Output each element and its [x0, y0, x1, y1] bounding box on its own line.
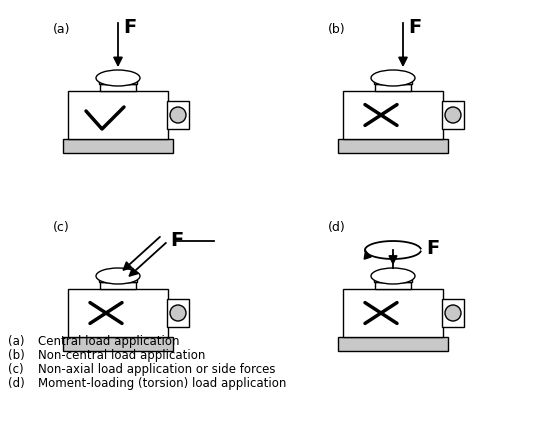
Text: (a): (a) [53, 23, 71, 36]
Bar [442, 299, 464, 327]
Text: (b): (b) [8, 349, 25, 362]
Text: Non-axial load application or side forces: Non-axial load application or side force… [38, 363, 276, 376]
Bar [338, 139, 448, 153]
Bar [100, 84, 136, 91]
Bar [63, 139, 173, 153]
Text: (b): (b) [328, 23, 345, 36]
Bar [442, 101, 464, 129]
Bar [63, 337, 173, 351]
Bar [343, 289, 443, 337]
Circle shape [170, 305, 186, 321]
Bar [343, 91, 443, 139]
Bar [68, 289, 168, 337]
Text: Moment-loading (torsion) load application: Moment-loading (torsion) load applicatio… [38, 377, 287, 390]
Bar [167, 101, 189, 129]
Circle shape [445, 305, 461, 321]
Text: Central load application: Central load application [38, 335, 180, 348]
Text: (d): (d) [328, 221, 345, 234]
Bar [338, 337, 448, 351]
Text: F: F [123, 18, 136, 37]
Bar [374, 81, 412, 84]
Text: F: F [426, 239, 439, 258]
Circle shape [170, 107, 186, 123]
Bar [99, 279, 137, 282]
Circle shape [445, 107, 461, 123]
Bar [374, 279, 412, 282]
Text: (c): (c) [8, 363, 24, 376]
Bar [99, 81, 137, 84]
Bar [100, 282, 136, 289]
Bar [375, 84, 411, 91]
Ellipse shape [96, 70, 140, 86]
Bar [167, 299, 189, 327]
Text: (d): (d) [8, 377, 25, 390]
Text: F: F [170, 231, 183, 250]
Bar [68, 91, 168, 139]
Text: F: F [408, 18, 422, 37]
Ellipse shape [371, 268, 415, 284]
Bar [375, 282, 411, 289]
Text: (c): (c) [53, 221, 70, 234]
Text: (a): (a) [8, 335, 24, 348]
Ellipse shape [96, 268, 140, 284]
Text: Non-central load application: Non-central load application [38, 349, 206, 362]
Ellipse shape [371, 70, 415, 86]
